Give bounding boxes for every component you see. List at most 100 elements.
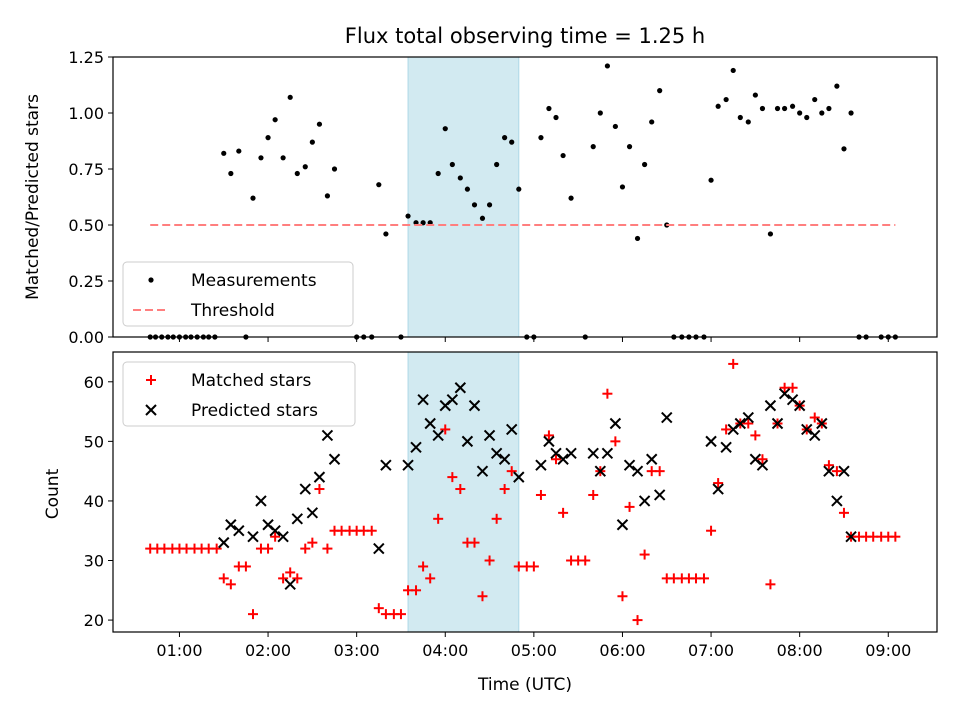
data-point [557,453,569,465]
data-point [424,417,436,430]
data-point-stroke [845,530,857,543]
data-point [546,105,552,112]
data-point-stroke [749,453,762,465]
data-point [720,441,732,454]
data-point [383,231,389,237]
data-point [708,177,714,183]
data-point [314,484,325,495]
data-point [638,495,651,507]
x-tick-label: 02:00 [245,641,291,660]
data-point [402,459,414,471]
data-point [461,435,474,448]
data-point [804,114,810,121]
data-point [845,530,857,543]
data-point [558,507,569,518]
x-tick-label: 01:00 [156,641,202,660]
data-point [300,543,311,554]
data-point [834,83,840,89]
data-point [841,146,847,152]
data-point-stroke [550,447,562,459]
data-point [373,603,384,614]
data-point [306,507,319,519]
data-point [292,573,303,584]
bottom-y-axis-label: Count [43,468,63,519]
data-point [757,454,768,465]
data-point [631,465,644,477]
data-point-stroke [313,471,326,483]
data-point [418,561,429,572]
data-point-stroke [778,387,791,400]
data-point [624,501,635,512]
data-point [765,579,776,590]
data-point [535,459,547,471]
data-point [284,578,296,591]
data-point [278,573,289,584]
data-point [771,417,784,430]
data-point [590,144,596,150]
data-point [302,164,308,170]
data-point [654,466,665,477]
y-tick-label: 1.25 [68,48,104,67]
data-point [225,519,237,531]
data-point [661,411,673,424]
data-point [612,123,618,130]
data-point [269,525,281,537]
data-point [543,430,554,441]
data-point [454,382,467,394]
data-point-stroke [321,429,334,442]
data-point [535,489,546,500]
data-point [756,459,769,471]
data-point-stroke [816,417,828,430]
data-point [743,418,754,429]
data-point [649,119,655,125]
data-point [750,430,761,441]
data-point-stroke [764,399,777,412]
y-tick-label: 0.00 [68,328,104,347]
data-point [734,417,747,430]
data-point [742,411,754,424]
data-point-stroke [742,411,754,424]
data-point-stroke [513,471,525,483]
data-point [698,573,709,584]
data-point [309,139,315,145]
axes-frame [112,351,938,633]
y-tick-label: 0.75 [68,160,104,179]
data-point [819,110,825,116]
data-point-stroke [645,453,658,465]
y-tick-label: 50 [84,432,104,451]
data-point [594,465,607,477]
y-tick-label: 0.25 [68,272,104,291]
data-point-stroke [720,441,732,454]
data-point [405,213,411,219]
data-point [270,531,281,542]
data-point [543,435,555,448]
data-point [457,175,463,181]
data-point [793,399,806,412]
data-point [225,579,236,590]
data-point-stroke [705,435,717,448]
data-point [610,436,621,447]
legend: Matched stars Predicted stars [122,361,356,427]
chart-title: Flux total observing time = 1.25 h [345,24,705,48]
x-axis-label: Time (UTC) [477,675,572,695]
legend-marker [148,277,154,283]
data-point [464,186,471,192]
data-point [823,465,835,477]
data-point-stroke [609,417,622,430]
data-point [395,609,406,620]
data-point [506,466,517,477]
data-point [411,585,422,596]
data-point-stroke [623,459,636,471]
data-point [789,103,796,109]
data-point [639,549,650,560]
data-point-stroke [454,382,467,394]
series-measurements [147,63,898,340]
data-point [447,472,458,483]
data-point-stroke [233,525,245,537]
data-point [623,459,636,471]
data-point [609,417,622,430]
data-point [373,542,385,555]
data-point-stroke [756,459,769,471]
data-point [764,399,777,412]
y-tick-label: 0.50 [68,216,104,235]
